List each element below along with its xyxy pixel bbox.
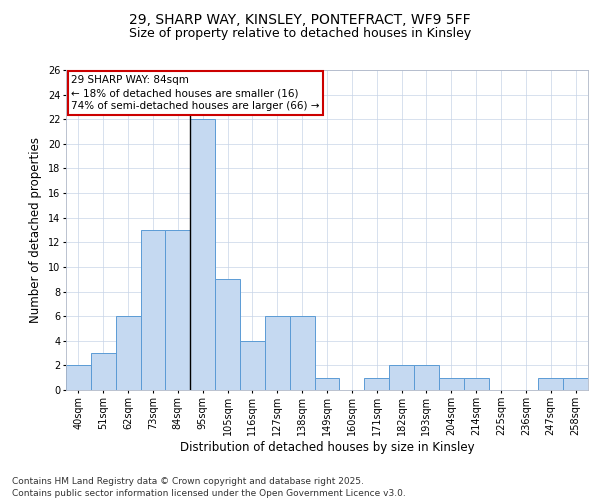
Text: Size of property relative to detached houses in Kinsley: Size of property relative to detached ho…	[129, 28, 471, 40]
Bar	[140, 230, 166, 390]
Bar	[116, 316, 140, 390]
Text: 29 SHARP WAY: 84sqm
← 18% of detached houses are smaller (16)
74% of semi-detach: 29 SHARP WAY: 84sqm ← 18% of detached ho…	[71, 75, 320, 111]
Bar	[414, 366, 439, 390]
Bar	[538, 378, 563, 390]
Bar	[290, 316, 314, 390]
Bar	[364, 378, 389, 390]
Bar	[389, 366, 414, 390]
Bar	[215, 279, 240, 390]
Y-axis label: Number of detached properties: Number of detached properties	[29, 137, 43, 323]
Bar	[66, 366, 91, 390]
X-axis label: Distribution of detached houses by size in Kinsley: Distribution of detached houses by size …	[179, 440, 475, 454]
Bar	[91, 353, 116, 390]
Bar	[190, 119, 215, 390]
Bar	[166, 230, 190, 390]
Bar	[563, 378, 588, 390]
Text: 29, SHARP WAY, KINSLEY, PONTEFRACT, WF9 5FF: 29, SHARP WAY, KINSLEY, PONTEFRACT, WF9 …	[129, 12, 471, 26]
Bar	[265, 316, 290, 390]
Text: Contains HM Land Registry data © Crown copyright and database right 2025.
Contai: Contains HM Land Registry data © Crown c…	[12, 476, 406, 498]
Bar	[464, 378, 488, 390]
Bar	[240, 341, 265, 390]
Bar	[314, 378, 340, 390]
Bar	[439, 378, 464, 390]
